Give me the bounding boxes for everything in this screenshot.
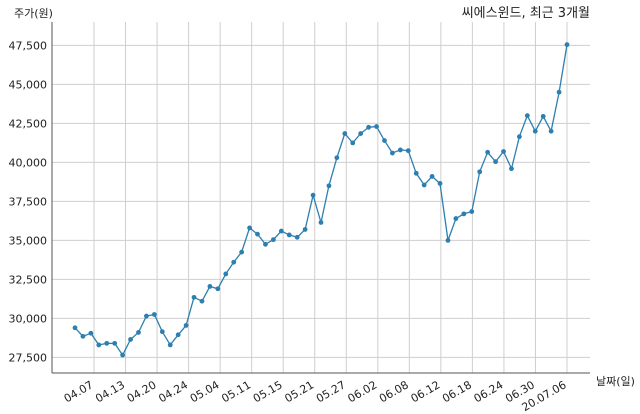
y-tick-label: 45,000: [9, 78, 48, 91]
x-tick-label: 06.08: [377, 378, 411, 405]
data-point: [80, 333, 86, 339]
data-point: [445, 238, 451, 243]
data-point: [556, 89, 562, 95]
data-point: [509, 166, 514, 172]
data-point: [175, 332, 181, 338]
data-point: [88, 330, 94, 336]
data-point: [540, 113, 546, 119]
data-point: [358, 131, 364, 136]
price-series: [72, 42, 570, 358]
grid: [52, 22, 590, 373]
data-point: [334, 155, 340, 161]
data-point: [278, 228, 284, 234]
y-axis-title: 주가(원): [14, 7, 53, 20]
data-point: [183, 323, 189, 328]
y-tick-label: 27,500: [9, 351, 48, 364]
data-point: [96, 342, 102, 348]
data-point: [429, 174, 435, 179]
data-point: [318, 220, 324, 225]
data-point: [366, 124, 372, 130]
x-tick-label: 05.11: [219, 378, 253, 405]
data-point: [223, 271, 229, 277]
data-point: [263, 241, 268, 247]
x-tick-label: 04.13: [93, 378, 127, 405]
data-point: [390, 150, 395, 156]
data-point: [524, 113, 530, 118]
data-point: [191, 294, 197, 300]
y-tick-label: 40,000: [9, 156, 48, 169]
data-point: [421, 182, 427, 188]
data-point: [136, 330, 141, 335]
data-point: [199, 298, 205, 304]
y-tick-label: 47,500: [9, 39, 48, 52]
data-point: [397, 147, 403, 153]
data-point: [159, 329, 165, 335]
data-point: [405, 148, 411, 154]
y-tick-label: 32,500: [9, 273, 48, 286]
axes: [51, 22, 590, 374]
data-point: [413, 170, 419, 176]
data-point: [294, 234, 300, 240]
data-point: [270, 237, 276, 243]
data-point: [151, 312, 157, 317]
data-point: [453, 216, 459, 221]
chart-title: 씨에스윈드, 최근 3개월: [462, 6, 590, 21]
data-point: [255, 231, 260, 237]
data-point: [477, 169, 483, 175]
data-point: [247, 225, 252, 231]
data-point: [437, 181, 443, 186]
data-point: [461, 211, 467, 217]
x-tick-label: 04.07: [62, 378, 96, 405]
data-point: [342, 131, 348, 136]
data-point: [207, 284, 213, 289]
data-point: [231, 259, 237, 265]
data-point: [239, 249, 245, 255]
x-axis-title: 날짜(일): [596, 374, 635, 388]
x-tick-label: 06.02: [346, 378, 380, 405]
y-tick-label: 37,500: [9, 195, 48, 208]
y-tick-label: 42,500: [9, 117, 48, 130]
x-tick-label: 04.24: [156, 378, 190, 405]
x-tick-label: 05.04: [188, 378, 222, 405]
data-point: [302, 227, 308, 232]
data-point: [128, 337, 133, 342]
x-tick-labels: 04.0704.1304.2004.2405.0405.1105.1505.21…: [62, 378, 569, 414]
data-point: [493, 159, 498, 165]
data-point: [469, 209, 475, 214]
data-point: [120, 352, 126, 358]
y-tick-label: 30,000: [9, 312, 48, 325]
data-point: [485, 149, 491, 155]
x-tick-label: 04.20: [125, 378, 159, 405]
data-point: [350, 140, 356, 146]
data-point: [286, 232, 292, 238]
data-point: [564, 42, 570, 48]
data-point: [112, 340, 118, 346]
x-tick-label: 06.24: [472, 378, 506, 405]
x-tick-label: 05.21: [282, 378, 316, 405]
data-point: [72, 325, 78, 331]
data-point: [516, 134, 522, 140]
y-tick-label: 35,000: [9, 234, 48, 247]
x-tick-label: 05.27: [314, 378, 348, 405]
data-point: [382, 138, 387, 143]
data-point: [310, 192, 316, 198]
x-tick-label: 05.15: [251, 378, 285, 405]
series-line: [74, 44, 568, 357]
data-point: [215, 286, 221, 292]
data-point: [104, 340, 110, 346]
data-point: [532, 128, 538, 134]
x-tick-label: 06.18: [440, 378, 474, 405]
x-tick-label: 06.12: [409, 378, 443, 405]
data-point: [167, 342, 173, 348]
data-point: [326, 183, 332, 189]
data-point: [501, 149, 506, 154]
data-point: [144, 313, 149, 319]
data-point: [374, 124, 379, 129]
data-point: [548, 128, 554, 134]
y-tick-labels: 27,500 30,000 32,500 35,000 37,500 40,000 42,5…: [9, 39, 48, 364]
